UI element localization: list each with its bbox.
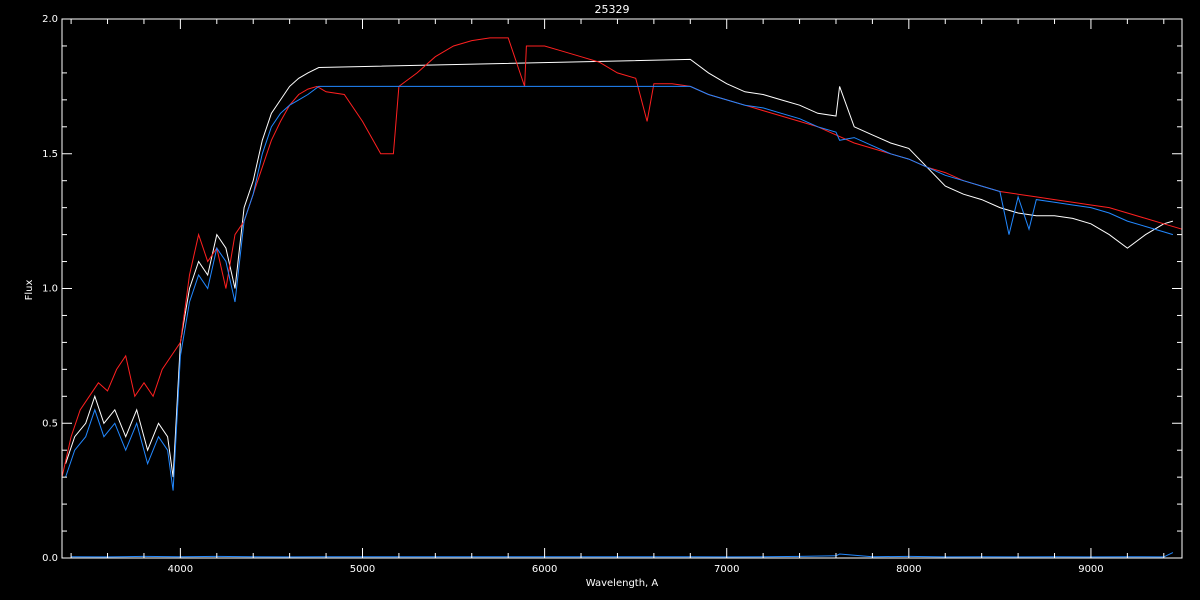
- x-tick-label: 5000: [350, 564, 375, 575]
- x-tick-label: 7000: [714, 564, 739, 575]
- y-tick-label: 1.5: [42, 149, 58, 160]
- series-line-1: [61, 37, 1183, 478]
- axes-layer: 4000 5000 6000 7000 8000 9000 0.0 0.5 1.0 1.5 2.0: [42, 14, 1183, 575]
- chart-title: 25329: [595, 3, 630, 16]
- y-tick-label: 0.5: [42, 418, 58, 429]
- series-line-3: [71, 552, 1174, 558]
- x-axis-label: Wavelength, A: [586, 578, 659, 589]
- series-line-2: [65, 85, 1174, 491]
- y-tick-label: 1.0: [42, 284, 58, 295]
- y-tick-label: 0.0: [42, 553, 58, 564]
- x-tick-label: 4000: [168, 564, 193, 575]
- y-tick-label: 2.0: [42, 14, 58, 25]
- x-tick-label: 6000: [532, 564, 557, 575]
- x-tick-label: 9000: [1078, 564, 1103, 575]
- x-tick-label: 8000: [896, 564, 921, 575]
- series-layer: [61, 37, 1183, 558]
- y-axis-label: Flux: [24, 280, 35, 301]
- series-line-0: [65, 58, 1174, 478]
